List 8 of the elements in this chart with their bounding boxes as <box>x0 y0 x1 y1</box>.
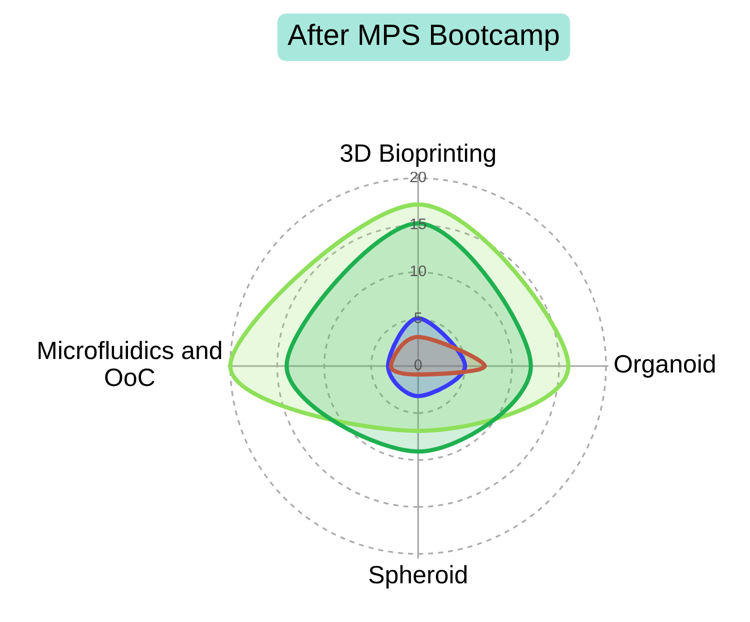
y-tick-label: 0 <box>414 359 422 370</box>
spoke-label: Microfluidics and OoC <box>38 340 222 386</box>
spoke-label: Spheroid <box>369 565 467 588</box>
spoke-label: Organoid <box>614 354 715 378</box>
spoke-label: 3D Bioprinting <box>340 144 496 167</box>
y-tick-label: 10 <box>410 265 426 276</box>
chart-title: After MPS Bootcamp <box>288 24 559 51</box>
y-tick-label: 20 <box>410 171 426 182</box>
